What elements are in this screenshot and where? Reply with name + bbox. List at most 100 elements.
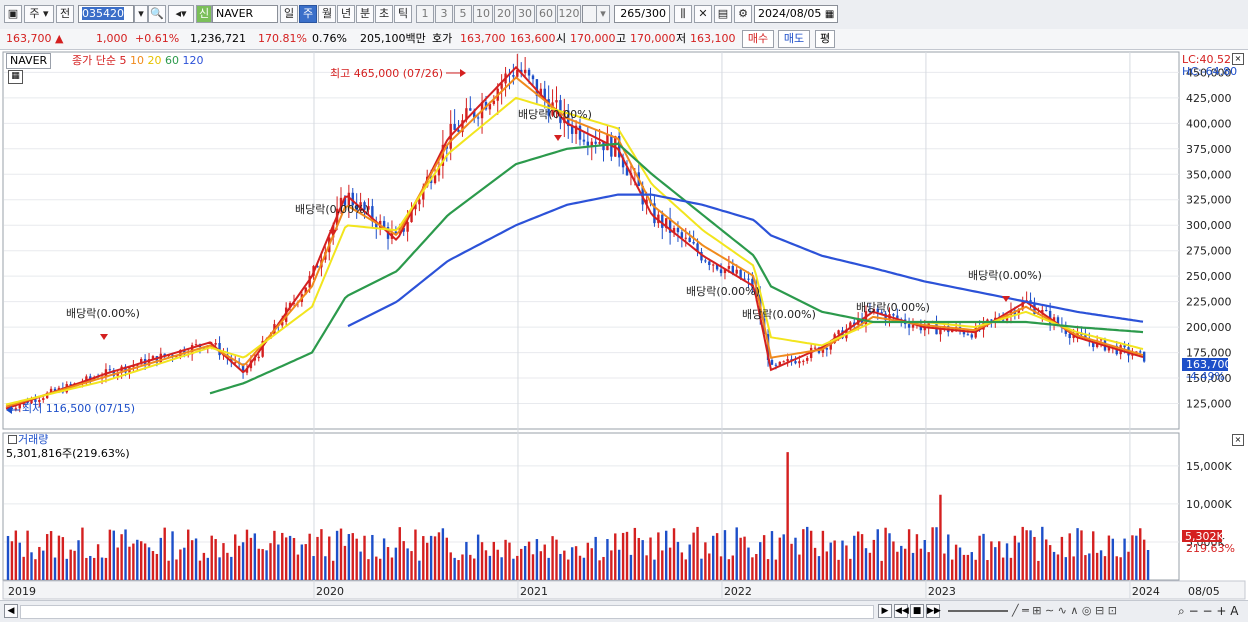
scroll-track[interactable] [20,605,874,619]
prev-button[interactable]: 전 [56,5,74,23]
volume-bar [1131,535,1134,580]
count-10[interactable]: 10 [473,5,493,23]
dividend-label: 배당락(0.00%) [856,301,930,314]
count-3[interactable]: 3 [435,5,453,23]
candle-body [880,312,883,314]
count-5[interactable]: 5 [454,5,472,23]
ma-line-20 [5,96,1144,406]
tab-second[interactable]: 초 [375,5,393,23]
code-dropdown-icon[interactable]: ▾ [134,5,148,23]
stock-chart[interactable]: 450,000 425,000 400,000 375,000 350,000 325,0… [0,50,1248,600]
candle-body [261,340,264,357]
legend-ma20[interactable]: 20 [147,54,162,67]
legend-stock-name[interactable]: NAVER [6,53,52,69]
volume-bar [794,537,797,580]
tab-weekly[interactable]: 주 [299,5,317,23]
zoom-controls[interactable]: ⌕ − − + A [1178,604,1238,618]
search-icon[interactable]: 🔍 [148,5,166,23]
candle-body [1068,333,1071,339]
volume-bar [539,551,543,580]
volume-bar [69,549,72,580]
volume-bar [645,555,648,580]
code-input[interactable]: 035420 [78,5,134,23]
stock-name-field[interactable]: NAVER [212,5,278,23]
volume-bar [672,528,676,580]
tab-daily[interactable]: 일 [280,5,298,23]
candle-body [1056,317,1060,325]
tab-yearly[interactable]: 년 [337,5,355,23]
price-panel-close-icon[interactable]: × [1232,53,1244,65]
period-select[interactable]: 주 ▾ [24,5,54,23]
count-20[interactable]: 20 [494,5,514,23]
candle-body [1021,301,1024,310]
zoom-search-icon[interactable]: ⌕ [1178,604,1185,618]
volume-bar [1099,550,1103,580]
evaluate-button[interactable]: 평 [815,30,835,48]
count-120[interactable]: 120 [557,5,581,23]
candle-body [30,399,33,404]
volume-bar [147,547,151,580]
candle-body [950,330,954,333]
candle-body [190,345,194,355]
volume-bar [1060,536,1064,580]
plus-icon[interactable]: + [1216,604,1227,618]
candle-type-icon[interactable]: ⫼ [674,5,692,23]
volume-bar [100,557,104,580]
price-tick-label: 350,000 [1186,168,1232,181]
gear-icon[interactable]: ⚙ [734,5,752,23]
count-1[interactable]: 1 [416,5,434,23]
legend-ma10[interactable]: 10 [129,54,144,67]
volume-bar [927,552,930,580]
font-size-icon[interactable]: A [1230,604,1239,618]
speaker-icon[interactable]: ◂▾ [168,5,194,23]
price-tick-label: 200,000 [1186,321,1232,334]
volume-bar [986,560,989,580]
scroll-first-icon[interactable]: ◀◀ [894,604,909,618]
stop-icon[interactable]: ■ [910,604,924,618]
minus-icon[interactable]: − [1202,604,1213,618]
count-60[interactable]: 60 [536,5,556,23]
legend-ma5[interactable]: 5 [119,54,127,67]
zoom-slider[interactable] [948,610,1008,612]
bar-count-field[interactable]: 265/300 [614,5,670,23]
calendar-icon[interactable]: ▦ [824,9,835,20]
tab-monthly[interactable]: 월 [318,5,336,23]
scroll-last-icon[interactable]: ▶▶ [926,604,941,618]
window-menu-icon[interactable]: ▣ [4,5,22,23]
volume-bar [676,541,680,580]
custom-count-dropdown-icon[interactable]: ▾ [596,5,610,23]
legend-ma120[interactable]: 120 [182,54,204,67]
volume-bar [386,547,390,580]
scroll-left-icon[interactable]: ◀ [4,604,18,618]
volume-bar [712,535,715,580]
tab-minute[interactable]: 분 [356,5,374,23]
tab-tick[interactable]: 틱 [394,5,412,23]
volume-bar [312,556,315,580]
volume-bar [586,542,590,580]
zoom-out-icon[interactable]: − [1188,604,1199,618]
drawing-tools[interactable]: ╱ ═ ⊞ ∼ ∿ ∧ ◎ ⊟ ⊡ [1012,604,1117,617]
date-field[interactable]: 2024/08/05 ▦ [754,5,838,23]
chart-grid-icon[interactable]: ▦ [8,70,23,84]
volume-bar [496,549,499,580]
candle-body [351,192,354,206]
count-30[interactable]: 30 [515,5,535,23]
buy-button[interactable]: 매수 [742,30,774,48]
sell-button[interactable]: 매도 [778,30,810,48]
scroll-right-icon[interactable]: ▶ [878,604,892,618]
volume-panel-icon[interactable] [8,435,17,444]
overlay-icon[interactable]: ✕ [694,5,712,23]
legend-ma60[interactable]: 60 [164,54,179,67]
current-price: 163,700 ▲ [6,32,64,45]
volume-bar [755,554,758,580]
volume-bar [112,530,115,580]
volume-bar [896,551,899,580]
candle-body [461,120,464,133]
bid-label: 호가 [432,32,453,45]
save-icon[interactable]: ▤ [714,5,732,23]
volume-bar [1037,560,1040,580]
volume-bar [328,536,331,580]
volume-panel-close-icon[interactable]: × [1232,434,1244,446]
chart-scrollbar[interactable]: ◀ ▶ ◀◀ ■ ▶▶ ╱ ═ ⊞ ∼ ∿ ∧ ◎ ⊟ ⊡ ⌕ − − + A [0,600,1248,622]
volume-bar [719,556,723,580]
